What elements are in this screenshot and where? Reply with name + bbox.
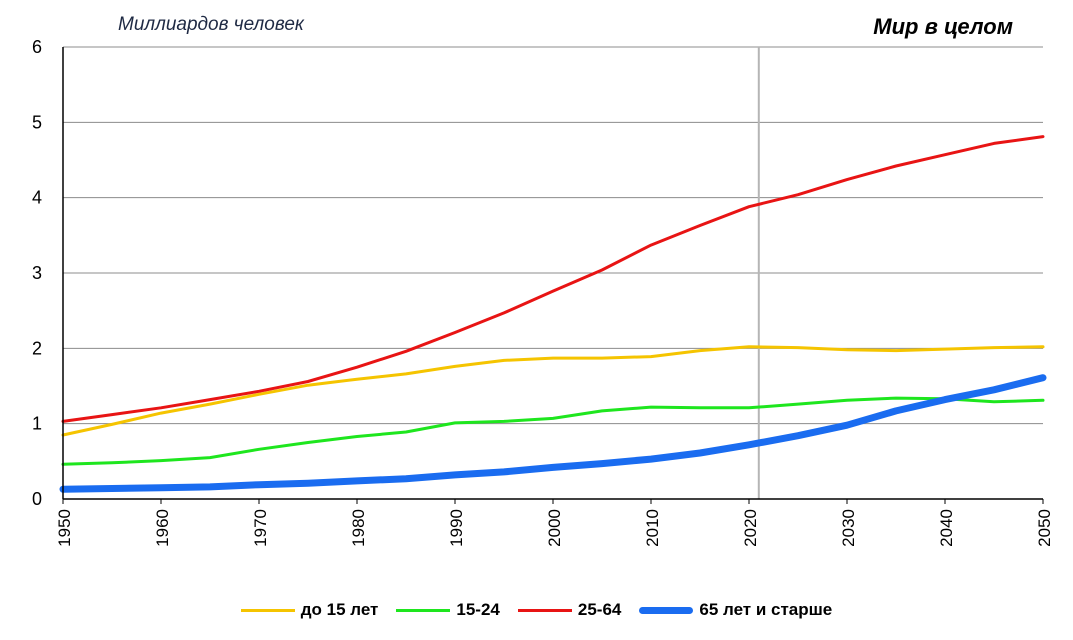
series-line-0 <box>61 345 1045 437</box>
x-tick-label-1980: 1980 <box>349 509 368 547</box>
legend-swatch-under-15 <box>240 608 295 612</box>
series-lines <box>59 135 1047 493</box>
y-tick-label-0: 0 <box>32 489 42 509</box>
legend-swatch-15-24 <box>396 608 451 612</box>
x-tick-label-2020: 2020 <box>741 509 760 547</box>
legend-item-65-plus: 65 лет и старше <box>639 600 832 620</box>
x-tick-label-1970: 1970 <box>251 509 270 547</box>
x-tick-label-1950: 1950 <box>55 509 74 547</box>
legend-item-15-24: 15-24 <box>396 600 500 620</box>
legend-label-25-64: 25-64 <box>577 600 622 619</box>
x-tick-label-1960: 1960 <box>153 509 172 547</box>
x-tick-label-2000: 2000 <box>545 509 564 547</box>
series-line-3 <box>59 374 1047 493</box>
x-tick-label-2050: 2050 <box>1035 509 1054 547</box>
y-tick-label-5: 5 <box>32 112 42 132</box>
legend-label-65-plus: 65 лет и старше <box>699 600 833 619</box>
legend-label-15-24: 15-24 <box>456 600 500 619</box>
y-tick-label-6: 6 <box>32 37 42 57</box>
x-tick-label-2040: 2040 <box>937 509 956 547</box>
series-line-1 <box>61 396 1045 466</box>
legend-swatch-65-plus <box>639 606 694 614</box>
legend-label-under-15: до 15 лет <box>300 600 379 619</box>
x-tick-label-1990: 1990 <box>447 509 466 547</box>
x-axis-tick-labels: 1950 1960 1970 1980 1990 2000 2010 2020 2030 2040… <box>55 509 1054 547</box>
y-axis-tick-labels: 0 1 2 3 4 5 6 <box>32 37 42 509</box>
x-tick-label-2030: 2030 <box>839 509 858 547</box>
y-axis-label: Миллиардов человек <box>118 14 304 35</box>
legend: до 15 лет 15-24 25-64 65 лет и старше <box>0 600 1073 620</box>
legend-item-25-64: 25-64 <box>517 600 622 620</box>
chart-title: Мир в целом <box>873 14 1013 39</box>
series-line-2 <box>61 135 1045 423</box>
line-chart: 0 1 2 3 4 5 6 1950 1960 1970 1980 1990 2000 2010 2020… <box>32 37 1054 547</box>
y-tick-label-2: 2 <box>32 338 42 358</box>
y-tick-label-3: 3 <box>32 263 42 283</box>
grid-lines <box>62 46 1044 504</box>
legend-swatch-25-64 <box>517 608 572 612</box>
legend-item-under-15: до 15 лет <box>240 600 379 620</box>
y-tick-label-4: 4 <box>32 188 42 208</box>
axes <box>62 47 1043 500</box>
x-tick-label-2010: 2010 <box>643 509 662 547</box>
y-tick-label-1: 1 <box>32 414 42 434</box>
